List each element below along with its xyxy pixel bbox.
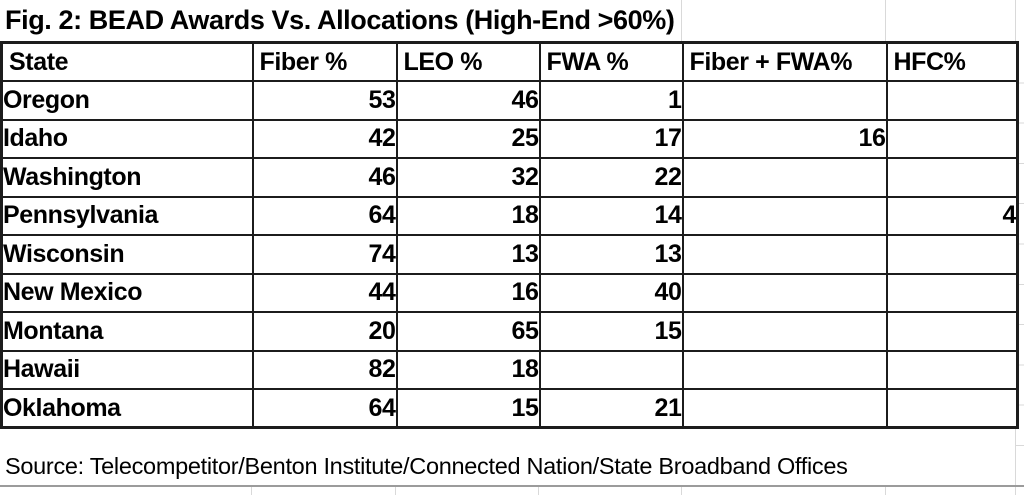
cell-fwa: 13 [538, 234, 684, 275]
sheet-gridline [885, 0, 886, 41]
table-row: Idaho 42 25 17 16 [0, 118, 1019, 159]
cell-fiber-fwa [681, 272, 888, 313]
cell-hfc: 4 [885, 195, 1019, 236]
table-row: Oregon 53 46 1 [0, 80, 1019, 121]
sheet-row-gridlines [1016, 43, 1024, 447]
cell-fwa: 1 [538, 80, 684, 121]
table-row: Hawaii 82 18 [0, 349, 1019, 390]
cell-fiber-fwa: 16 [681, 118, 888, 159]
cell-leo: 18 [395, 195, 541, 236]
gridline-stub [251, 487, 252, 495]
column-header-hfc: HFC% [885, 41, 1019, 82]
cell-leo: 46 [395, 80, 541, 121]
cell-state: Wisconsin [0, 234, 254, 275]
cell-hfc [885, 272, 1019, 313]
gridline-stub [681, 487, 682, 495]
column-header-state: State [0, 41, 254, 82]
cell-leo: 15 [395, 388, 541, 429]
cell-leo: 65 [395, 311, 541, 352]
divider-line [0, 485, 1024, 487]
cell-hfc [885, 349, 1019, 390]
cell-hfc [885, 80, 1019, 121]
cell-state: Pennsylvania [0, 195, 254, 236]
cell-fwa: 17 [538, 118, 684, 159]
cell-hfc [885, 157, 1019, 198]
figure-title: Fig. 2: BEAD Awards Vs. Allocations (Hig… [5, 5, 675, 35]
cell-fwa: 14 [538, 195, 684, 236]
cell-fiber-fwa [681, 388, 888, 429]
table-row: Pennsylvania 64 18 14 4 [0, 195, 1019, 236]
cell-leo: 16 [395, 272, 541, 313]
cell-fwa [538, 349, 684, 390]
cell-state: Washington [0, 157, 254, 198]
column-header-leo: LEO % [395, 41, 541, 82]
cell-state: New Mexico [0, 272, 254, 313]
cell-fiber-fwa [681, 349, 888, 390]
cell-fiber: 42 [251, 118, 398, 159]
cell-fiber: 64 [251, 195, 398, 236]
column-header-fiber: Fiber % [251, 41, 398, 82]
cell-hfc [885, 118, 1019, 159]
cell-fiber-fwa [681, 157, 888, 198]
table-row: Oklahoma 64 15 21 [0, 388, 1019, 429]
cell-hfc [885, 311, 1019, 352]
gridline-stub [885, 487, 886, 495]
table-row: New Mexico 44 16 40 [0, 272, 1019, 313]
table-row: Wisconsin 74 13 13 [0, 234, 1019, 275]
cell-hfc [885, 388, 1019, 429]
cell-fiber-fwa [681, 311, 888, 352]
table-row: Montana 20 65 15 [0, 311, 1019, 352]
cell-fiber-fwa [681, 234, 888, 275]
cell-state: Hawaii [0, 349, 254, 390]
column-header-fiber-fwa: Fiber + FWA% [681, 41, 888, 82]
cell-leo: 13 [395, 234, 541, 275]
cell-leo: 32 [395, 157, 541, 198]
cell-leo: 18 [395, 349, 541, 390]
cell-fiber-fwa [681, 80, 888, 121]
cell-fiber: 82 [251, 349, 398, 390]
cell-fiber: 74 [251, 234, 398, 275]
cell-state: Oregon [0, 80, 254, 121]
cell-fiber: 46 [251, 157, 398, 198]
cell-fiber: 53 [251, 80, 398, 121]
cell-fwa: 15 [538, 311, 684, 352]
cell-fwa: 21 [538, 388, 684, 429]
gridline-stub [1015, 487, 1016, 495]
cell-state: Idaho [0, 118, 254, 159]
bead-data-table: State Fiber % LEO % FWA % Fiber + FWA% HFC% O… [0, 41, 1019, 429]
cell-fiber: 20 [251, 311, 398, 352]
cell-fiber-fwa [681, 195, 888, 236]
column-header-fwa: FWA % [538, 41, 684, 82]
cell-fiber: 64 [251, 388, 398, 429]
table-header-row: State Fiber % LEO % FWA % Fiber + FWA% HFC% [0, 41, 1019, 82]
gridline-stub [538, 487, 539, 495]
cell-state: Montana [0, 311, 254, 352]
cell-hfc [885, 234, 1019, 275]
cell-fwa: 40 [538, 272, 684, 313]
table-row: Washington 46 32 22 [0, 157, 1019, 198]
source-attribution: Source: Telecompetitor/Benton Institute/… [0, 447, 1015, 485]
gridline-stub [395, 487, 396, 495]
cell-leo: 25 [395, 118, 541, 159]
sheet-gridline [681, 0, 682, 41]
cell-state: Oklahoma [0, 388, 254, 429]
cell-fiber: 44 [251, 272, 398, 313]
cell-fwa: 22 [538, 157, 684, 198]
